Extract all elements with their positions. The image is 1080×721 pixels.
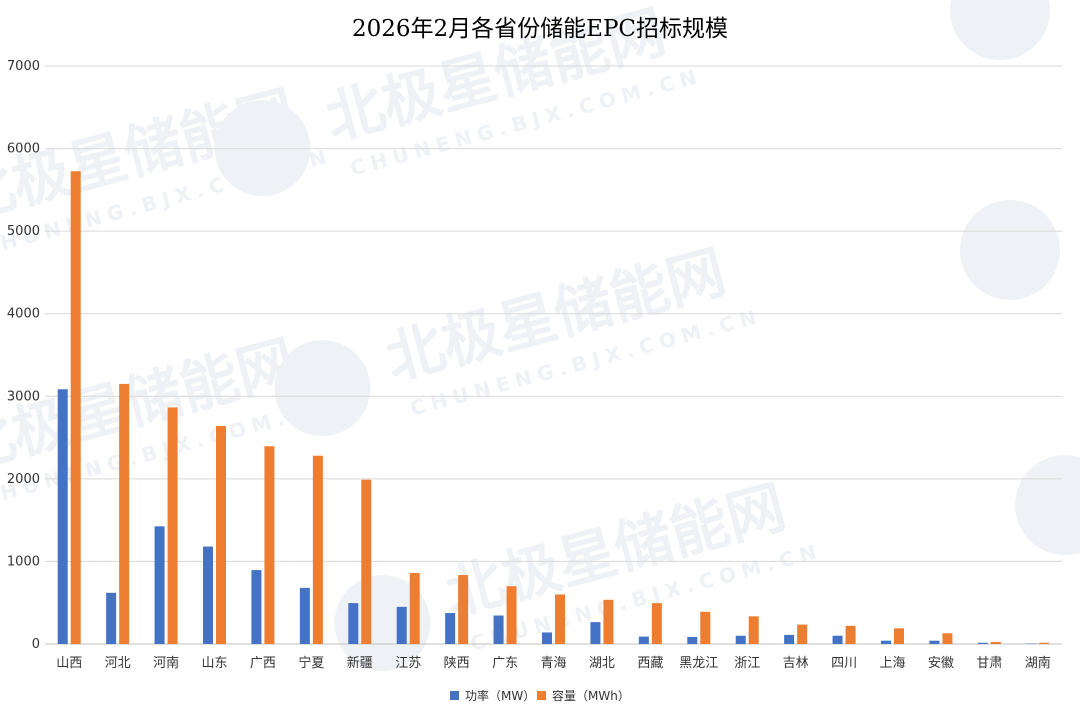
x-category-label: 青海	[540, 656, 566, 671]
x-category-label: 黑龙江	[679, 656, 718, 671]
y-tick-label: 4000	[7, 307, 40, 322]
x-category-label: 吉林	[783, 656, 809, 671]
x-category-label: 宁夏	[298, 655, 324, 671]
bar-power-13	[687, 636, 698, 644]
x-axis-categories: 山西 河北 河南 山东 广西 宁夏 新疆 江苏 陕西 广东 青海 湖北 西藏 黑龙江 浙江 吉林 四川 上海 安徽 甘…	[56, 655, 1051, 671]
bar-power-19	[977, 642, 988, 644]
chart-title: 2026年2月各省份储能EPC招标规模	[352, 16, 728, 42]
legend-label-capacity: 容量（MWh）	[552, 688, 630, 703]
bar-capacity-5	[312, 455, 323, 644]
bar-power-11	[590, 622, 601, 644]
x-category-label: 新疆	[347, 655, 373, 671]
y-tick-label: 3000	[7, 389, 40, 404]
bar-power-7	[396, 606, 407, 644]
bar-capacity-15	[797, 624, 808, 644]
bar-capacity-8	[458, 575, 469, 644]
watermark-logo-icon	[274, 340, 371, 437]
bar-capacity-4	[264, 446, 275, 644]
bar-power-1	[106, 592, 117, 644]
x-category-label: 广东	[492, 656, 518, 671]
bar-capacity-10	[555, 594, 565, 644]
legend-swatch-power	[450, 691, 459, 700]
y-tick-label: 6000	[7, 142, 40, 157]
bar-power-12	[638, 636, 649, 644]
x-category-label: 甘肃	[976, 656, 1002, 671]
bar-capacity-7	[409, 572, 420, 644]
y-tick-label: 1000	[7, 554, 40, 569]
bars	[57, 171, 1050, 644]
legend-label-power: 功率（MW）	[465, 688, 535, 703]
bar-power-2	[154, 526, 165, 644]
bar-power-3	[203, 546, 213, 644]
bar-power-16	[832, 635, 843, 644]
bar-capacity-0	[70, 171, 81, 644]
bar-power-10	[542, 632, 552, 644]
bar-power-18	[929, 640, 940, 644]
bar-power-6	[348, 603, 359, 644]
bar-capacity-20	[1039, 642, 1050, 644]
x-category-label: 上海	[879, 656, 905, 671]
bar-capacity-16	[845, 625, 856, 644]
x-category-label: 山东	[201, 656, 227, 671]
bar-capacity-14	[748, 616, 759, 644]
x-category-label: 河北	[105, 656, 131, 671]
x-category-label: 湖北	[589, 656, 615, 671]
bar-power-4	[251, 570, 262, 644]
bar-capacity-13	[700, 611, 711, 644]
bar-capacity-18	[942, 633, 953, 644]
bar-capacity-12	[651, 603, 662, 644]
gridlines	[45, 65, 1062, 645]
watermark-logo-icon	[960, 200, 1060, 300]
bar-capacity-3	[216, 426, 226, 644]
legend-swatch-capacity	[537, 691, 546, 700]
x-category-label: 陕西	[444, 656, 470, 671]
x-category-label: 西藏	[637, 656, 663, 671]
bar-power-0	[57, 389, 68, 644]
bar-capacity-2	[167, 407, 178, 644]
bar-capacity-17	[894, 628, 904, 644]
y-tick-label: 5000	[7, 224, 40, 239]
x-category-label: 江苏	[395, 655, 421, 671]
bar-power-15	[784, 634, 795, 644]
x-category-label: 安徽	[928, 656, 954, 671]
y-axis-ticks: 0 1000 2000 3000 4000 5000 6000 7000	[7, 59, 40, 652]
bar-capacity-11	[603, 599, 614, 644]
bar-power-8	[445, 613, 456, 644]
watermark-logo-icon	[950, 0, 1050, 60]
bar-power-14	[735, 635, 746, 644]
watermark-logo-icon	[1015, 455, 1080, 555]
x-category-label: 广西	[250, 656, 276, 671]
x-category-label: 山西	[56, 656, 82, 671]
x-category-label: 四川	[831, 656, 857, 671]
bar-power-5	[299, 587, 310, 644]
bar-power-9	[493, 615, 504, 644]
y-tick-label: 2000	[7, 472, 40, 487]
bar-capacity-9	[506, 586, 517, 644]
x-category-label: 浙江	[734, 656, 760, 671]
x-category-label: 湖南	[1025, 655, 1051, 671]
bar-power-17	[881, 640, 891, 644]
watermark-logo-icon	[334, 575, 431, 672]
y-tick-label: 0	[32, 637, 40, 652]
y-tick-label: 7000	[7, 59, 40, 74]
bar-capacity-1	[119, 383, 130, 644]
bar-capacity-6	[361, 479, 372, 644]
legend: 功率（MW） 容量（MWh）	[450, 688, 630, 703]
x-category-label: 河南	[153, 655, 179, 671]
bar-capacity-19	[990, 641, 1001, 644]
